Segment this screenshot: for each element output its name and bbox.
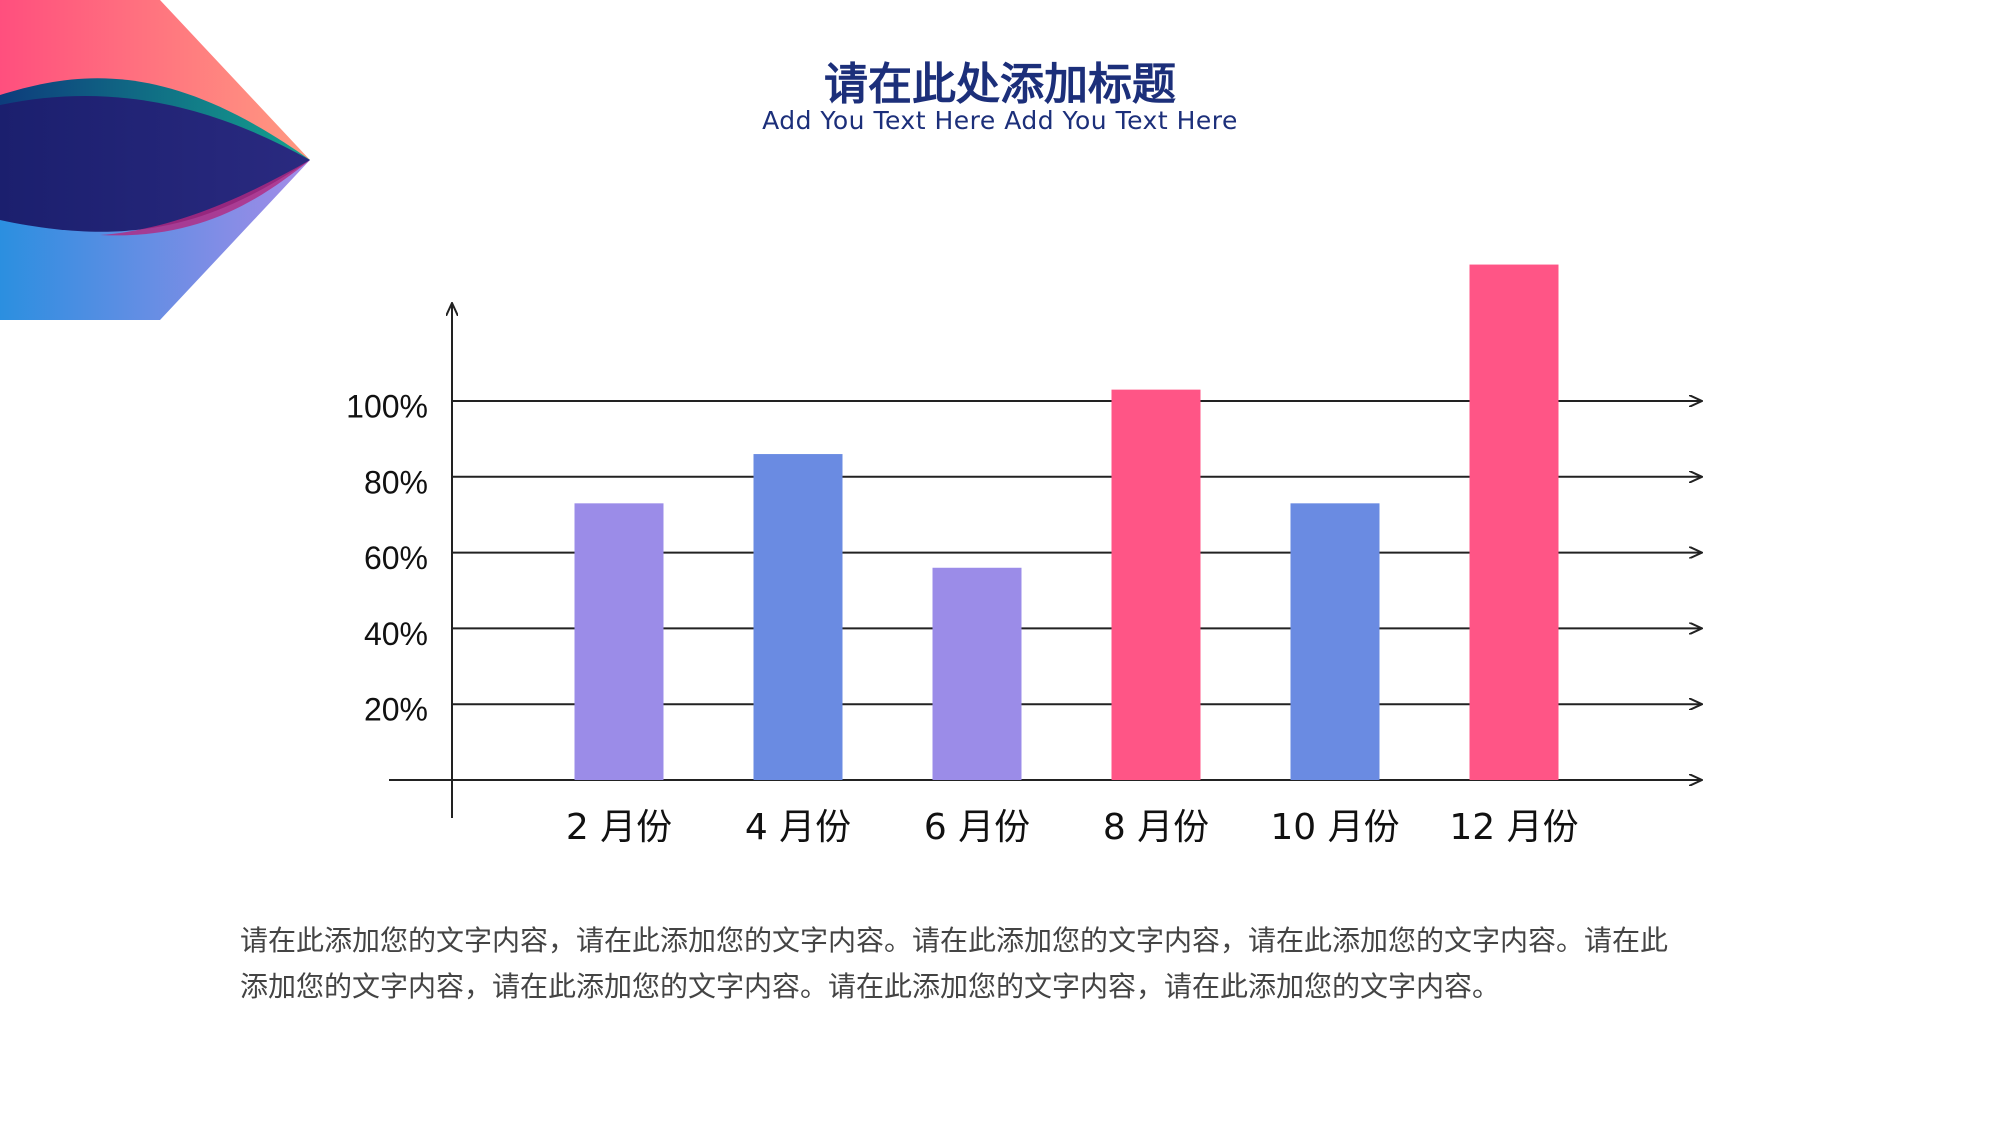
- bar: [1290, 503, 1380, 780]
- y-tick-label: 60%: [364, 540, 428, 576]
- y-tick-label: 40%: [364, 616, 428, 652]
- x-tick-label: 8 月份: [1103, 807, 1209, 848]
- bar: [753, 454, 843, 780]
- y-tick-label: 80%: [364, 464, 428, 500]
- body-text: 请在此添加您的文字内容，请在此添加您的文字内容。请在此添加您的文字内容，请在此添…: [240, 924, 1669, 1003]
- bar: [932, 567, 1022, 780]
- bar: [1469, 264, 1559, 780]
- slide-title: 请在此处添加标题: [824, 59, 1176, 110]
- y-tick-label: 100%: [346, 388, 428, 424]
- bar: [574, 503, 664, 780]
- decoration: [0, 0, 310, 320]
- x-tick-label: 2 月份: [566, 807, 672, 848]
- slide-subtitle: Add You Text Here Add You Text Here: [762, 106, 1238, 135]
- x-tick-label: 6 月份: [924, 807, 1030, 848]
- x-tick-label: 12 月份: [1449, 807, 1578, 848]
- x-tick-label: 10 月份: [1270, 807, 1399, 848]
- y-tick-label: 20%: [364, 692, 428, 728]
- x-tick-label: 4 月份: [745, 807, 851, 848]
- chart: 20% 40% 60% 80% 100% 2 月份 4 月份 6 月份 8 月份 10 月份 12 …: [346, 264, 2000, 848]
- bar: [1111, 389, 1201, 780]
